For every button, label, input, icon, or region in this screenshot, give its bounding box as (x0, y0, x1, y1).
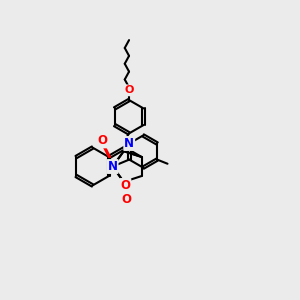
Text: N: N (108, 160, 118, 173)
Text: O: O (122, 193, 132, 206)
Text: O: O (98, 134, 107, 147)
Text: N: N (124, 137, 134, 150)
Text: O: O (120, 179, 130, 192)
Text: O: O (124, 85, 134, 95)
